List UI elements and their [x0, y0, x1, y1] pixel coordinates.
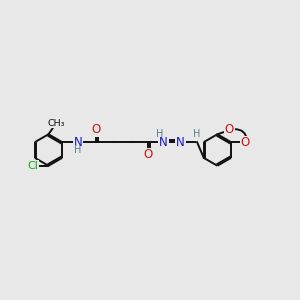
Text: CH₃: CH₃ — [47, 118, 65, 127]
FancyArrowPatch shape — [234, 129, 247, 140]
Text: O: O — [225, 123, 234, 136]
Text: N: N — [74, 136, 82, 148]
Text: H: H — [156, 129, 163, 140]
Text: H: H — [194, 129, 201, 140]
Text: O: O — [240, 136, 250, 149]
Text: O: O — [143, 148, 152, 161]
Text: N: N — [159, 136, 168, 148]
Text: H: H — [74, 145, 82, 155]
Text: N: N — [176, 136, 184, 148]
Text: Cl: Cl — [27, 161, 38, 171]
Text: O: O — [92, 123, 101, 136]
